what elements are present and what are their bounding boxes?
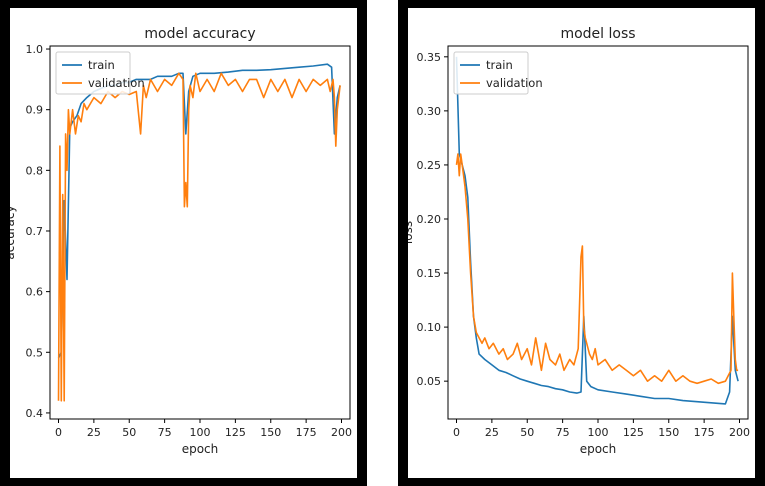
chart-title: model loss — [560, 26, 635, 42]
y-tick-label: 0.15 — [417, 267, 442, 280]
x-tick-label: 150 — [658, 426, 679, 439]
plot-area-frame — [49, 45, 351, 420]
x-tick-label: 175 — [296, 426, 317, 439]
y-tick-label: 0.8 — [26, 164, 44, 177]
legend-label-validation: validation — [486, 76, 543, 90]
loss-chart: model loss 0 25 50 75 100 125 150 175 200 0.05 0.10… — [408, 26, 750, 456]
x-tick-label: 75 — [556, 426, 570, 439]
x-tick-label: 200 — [729, 426, 750, 439]
accuracy-chart: model accuracy 0 25 50 75 100 125 150 175 200 0.4 0… — [10, 26, 352, 456]
x-axis-label: epoch — [182, 442, 219, 456]
y-axis-label: loss — [408, 221, 415, 244]
y-tick-label: 0.5 — [26, 346, 44, 359]
legend-label-train: train — [486, 58, 513, 72]
y-tick-label: 0.05 — [417, 375, 442, 388]
y-tick-label: 1.0 — [26, 43, 44, 56]
x-tick-label: 125 — [623, 426, 644, 439]
y-tick-label: 0.4 — [26, 407, 44, 420]
series-line-train — [455, 56, 739, 405]
chart-title: model accuracy — [144, 26, 255, 42]
x-tick-label: 150 — [260, 426, 281, 439]
y-tick-label: 0.10 — [417, 321, 442, 334]
x-tick-label: 175 — [694, 426, 715, 439]
y-tick-label: 0.9 — [26, 104, 44, 117]
y-tick-label: 0.6 — [26, 286, 44, 299]
legend-label-train: train — [88, 58, 115, 72]
x-tick-label: 125 — [225, 426, 246, 439]
x-tick-label: 100 — [588, 426, 609, 439]
x-tick-label: 25 — [87, 426, 101, 439]
x-tick-label: 75 — [158, 426, 172, 439]
loss-chart-canvas: model loss 0 25 50 75 100 125 150 175 200 0.05 0.10… — [408, 8, 755, 478]
x-tick-label: 0 — [453, 426, 460, 439]
x-axis-label: epoch — [580, 442, 617, 456]
y-tick-label: 0.25 — [417, 159, 442, 172]
y-tick-label: 0.30 — [417, 105, 442, 118]
x-tick-label: 50 — [520, 426, 534, 439]
x-tick-label: 200 — [331, 426, 352, 439]
y-tick-label: 0.35 — [417, 51, 442, 64]
y-tick-label: 0.7 — [26, 225, 44, 238]
y-tick-label: 0.20 — [417, 213, 442, 226]
y-axis-label: accuracy — [10, 205, 17, 259]
x-tick-label: 100 — [190, 426, 211, 439]
legend-label-validation: validation — [88, 76, 145, 90]
series-line-validation — [455, 153, 739, 385]
series-line-validation — [57, 72, 341, 402]
accuracy-chart-canvas: model accuracy 0 25 50 75 100 125 150 175 200 0.4 0… — [10, 8, 357, 478]
x-tick-label: 50 — [122, 426, 136, 439]
series-line-train — [57, 63, 341, 359]
x-tick-label: 25 — [485, 426, 499, 439]
loss-chart-frame: model loss 0 25 50 75 100 125 150 175 200 0.05 0.10… — [398, 0, 765, 486]
accuracy-chart-frame: model accuracy 0 25 50 75 100 125 150 175 200 0.4 0… — [0, 0, 367, 486]
x-tick-label: 0 — [55, 426, 62, 439]
